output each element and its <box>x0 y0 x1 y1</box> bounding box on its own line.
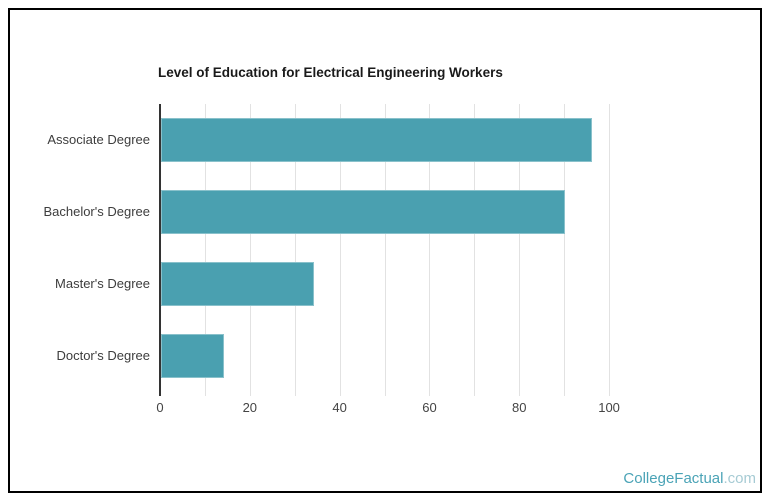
x-tick-label-80: 80 <box>512 400 527 415</box>
gridline-80 <box>519 104 521 396</box>
gridline-50 <box>384 104 386 396</box>
bar-bachelor-s-degree[interactable] <box>161 190 565 234</box>
gridline-20 <box>249 104 251 396</box>
gridline-100 <box>609 104 611 396</box>
y-axis-line <box>159 104 161 396</box>
x-tick-label-60: 60 <box>422 400 437 415</box>
category-label-3: Master's Degree <box>55 276 150 291</box>
x-tick-label-100: 100 <box>598 400 620 415</box>
x-tick-label-40: 40 <box>332 400 347 415</box>
bar-associate-degree[interactable] <box>161 118 592 162</box>
watermark-domain-text: .com <box>723 470 756 487</box>
x-tick-label-20: 20 <box>242 400 258 415</box>
watermark-brand-text: CollegeFactual <box>623 470 724 487</box>
bar-doctor-s-degree[interactable] <box>161 334 224 378</box>
plot-area <box>159 104 654 396</box>
gridline-70 <box>474 104 476 396</box>
gridline-60 <box>429 104 431 396</box>
gridline-90 <box>564 104 566 396</box>
x-tick-label-0: 0 <box>156 400 164 415</box>
category-label-2: Bachelor's Degree <box>43 204 150 219</box>
category-label-4: Doctor's Degree <box>56 348 150 363</box>
chart-title: Level of Education for Electrical Engine… <box>158 65 503 80</box>
bar-master-s-degree[interactable] <box>161 262 314 306</box>
gridline-30 <box>294 104 296 396</box>
watermark-link[interactable]: CollegeFactual.com <box>623 470 756 487</box>
gridline-40 <box>339 104 341 396</box>
category-label-1: Associate Degree <box>47 132 150 147</box>
gridline-10 <box>204 104 206 396</box>
